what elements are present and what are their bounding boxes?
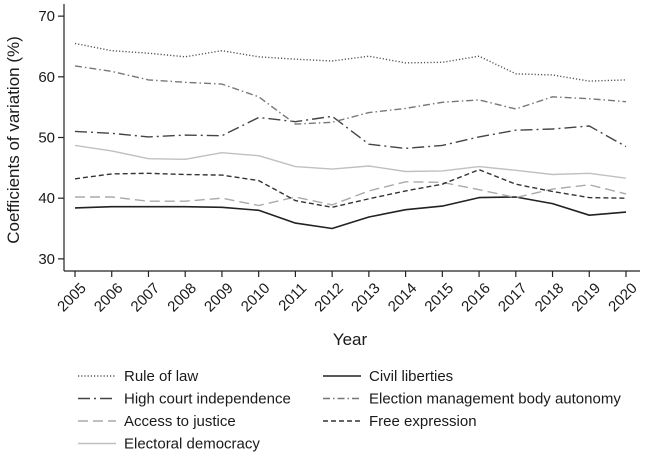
x-tick-label: 2007 [128, 280, 164, 316]
series-line-civil-liberties [74, 196, 627, 230]
legend-label: Electoral democracy [124, 436, 260, 453]
x-tick-label: 2017 [495, 280, 531, 316]
legend-label: High court independence [124, 391, 291, 408]
x-tick-label: 2006 [91, 280, 127, 316]
series-line-electoral-democracy [74, 144, 627, 179]
x-tick-label: 2013 [348, 280, 384, 316]
x-tick-label: 2012 [311, 280, 347, 316]
x-tick-label: 2018 [532, 280, 568, 316]
legend-label: Civil liberties [369, 368, 453, 385]
x-tick-label: 2008 [164, 280, 200, 316]
legend: Rule of law Civil liberties High court ind… [78, 368, 621, 453]
x-tick-label: 2009 [201, 280, 237, 316]
y-tick-label: 50 [38, 130, 55, 147]
y-tick-label: 60 [38, 69, 55, 86]
x-tick-label: 2019 [568, 280, 604, 316]
x-tick-label: 2014 [385, 280, 421, 316]
x-tick-label: 2010 [238, 280, 274, 316]
series-line-rule-of-law [74, 42, 627, 82]
x-tick-label: 2005 [54, 280, 90, 316]
x-tick-label: 2015 [421, 280, 457, 316]
series-line-election-management-body-autonomy [74, 65, 627, 125]
series-lines [74, 42, 627, 230]
x-axis-title: Year [333, 330, 368, 349]
series-line-free-expression [74, 168, 627, 209]
y-tick-label: 70 [38, 8, 55, 25]
y-axis-title: Coefficients of variation (%) [4, 36, 23, 244]
legend-label: Election management body autonomy [369, 391, 621, 408]
y-tick-label: 40 [38, 190, 55, 207]
x-tick-label: 2016 [458, 280, 494, 316]
legend-label: Free expression [369, 413, 477, 430]
legend-label: Rule of law [124, 368, 198, 385]
series-line-high-court-independence [74, 115, 627, 150]
x-tick-label: 2011 [275, 280, 310, 315]
series-line-access-to-justice [75, 181, 627, 207]
y-tick-label: 30 [38, 251, 55, 268]
legend-label: Access to justice [124, 413, 236, 430]
x-tick-label: 2020 [605, 280, 641, 316]
